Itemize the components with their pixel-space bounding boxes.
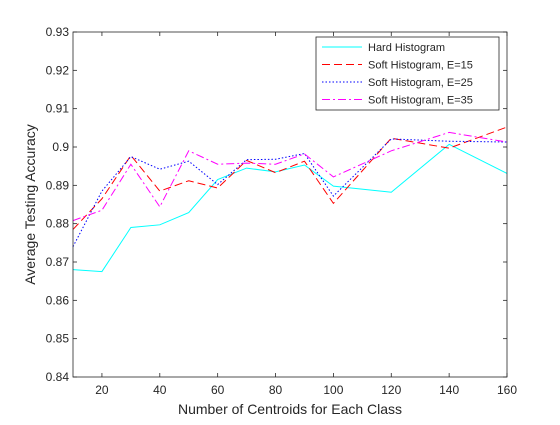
series-line-2 xyxy=(72,126,508,230)
x-tick-label: 60 xyxy=(211,383,225,397)
series-layer xyxy=(72,126,508,273)
axes-box xyxy=(72,31,508,378)
x-tick-label: 160 xyxy=(497,383,517,397)
y-tick-label: 0.9 xyxy=(52,140,69,154)
legend-label-3: Soft Histogram, E=25 xyxy=(368,77,473,89)
y-tick-label: 0.85 xyxy=(46,332,70,346)
legend-label-2: Soft Histogram, E=15 xyxy=(368,60,473,72)
series-line-4 xyxy=(72,131,508,222)
y-tick-label: 0.92 xyxy=(46,63,70,77)
y-tick-label: 0.89 xyxy=(46,178,70,192)
x-tick-label: 20 xyxy=(95,383,109,397)
x-tick-label: 80 xyxy=(269,383,283,397)
axes-layer: 20 40 60 80 100 120 140 160 0.84 0.85 0.86 0.87 0.88… xyxy=(46,25,518,397)
x-tick-label: 40 xyxy=(153,383,167,397)
y-tick-label: 0.87 xyxy=(46,255,70,269)
y-tick-label: 0.84 xyxy=(46,370,70,384)
y-tick-label: 0.93 xyxy=(46,25,70,39)
y-tick-label: 0.91 xyxy=(46,102,70,116)
legend: Hard Histogram Soft Histogram, E=15 Soft H… xyxy=(315,36,500,111)
legend-label-4: Soft Histogram, E=35 xyxy=(368,95,473,107)
x-tick-label: 120 xyxy=(381,383,401,397)
legend-label-1: Hard Histogram xyxy=(368,42,445,54)
y-axis-label: Average Testing Accuracy xyxy=(22,124,38,285)
legend-box xyxy=(315,36,500,111)
y-tick-label: 0.88 xyxy=(46,217,70,231)
series-line-1 xyxy=(72,143,508,273)
x-tick-label: 100 xyxy=(323,383,343,397)
x-tick-label: 140 xyxy=(439,383,459,397)
x-axis-label: Number of Centroids for Each Class xyxy=(178,401,402,417)
y-tick-label: 0.86 xyxy=(46,293,70,307)
